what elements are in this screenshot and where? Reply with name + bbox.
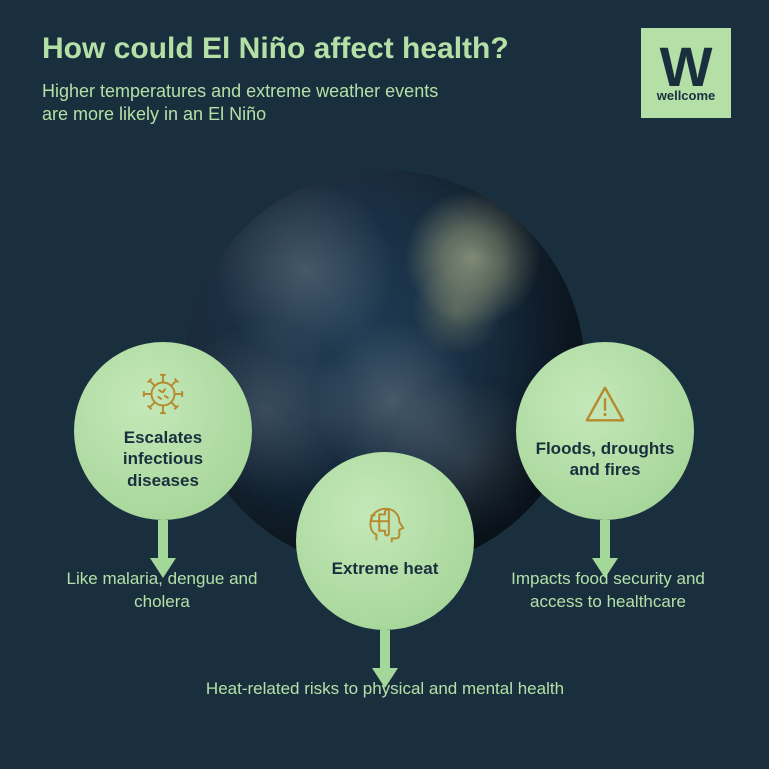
bubble-title-heat: Extreme heat [332, 558, 439, 579]
warning-icon [582, 382, 628, 428]
page-subtitle: Higher temperatures and extreme weather … [42, 80, 462, 127]
bubble-title-diseases: Escalates infectious diseases [90, 427, 236, 491]
logo-text: wellcome [657, 88, 716, 103]
page-title: How could El Niño affect health? [42, 32, 727, 66]
bubble-heat: Extreme heat [296, 452, 474, 630]
bubble-diseases: Escalates infectious diseases [74, 342, 252, 520]
header: How could El Niño affect health? Higher … [42, 32, 727, 127]
caption-heat: Heat-related risks to physical and menta… [170, 678, 600, 701]
wellcome-logo: W wellcome [641, 28, 731, 118]
logo-letter: W [660, 43, 713, 91]
caption-diseases: Like malaria, dengue and cholera [62, 568, 262, 614]
bubble-disasters: Floods, droughts and fires [516, 342, 694, 520]
puzzle-head-icon [362, 502, 408, 548]
caption-disasters: Impacts food security and access to heal… [508, 568, 708, 614]
virus-icon [140, 371, 186, 417]
bubble-title-disasters: Floods, droughts and fires [532, 438, 678, 481]
